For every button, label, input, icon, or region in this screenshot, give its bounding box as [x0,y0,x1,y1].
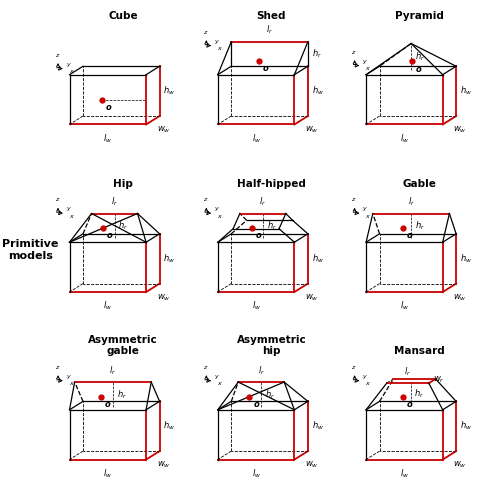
Text: $h_r$: $h_r$ [312,48,322,60]
Text: z: z [203,198,206,202]
Title: Hip: Hip [113,178,133,188]
Text: $h_w$: $h_w$ [312,85,324,98]
Text: x: x [217,46,221,52]
Text: $w_r$: $w_r$ [433,374,444,385]
Text: $l_r$: $l_r$ [404,366,411,378]
Text: z: z [203,30,206,35]
Text: o: o [107,232,113,240]
Text: $w_w$: $w_w$ [157,460,170,470]
Text: $w_w$: $w_w$ [157,292,170,303]
Text: $h_r$: $h_r$ [119,220,128,232]
Text: $h_r$: $h_r$ [414,387,424,400]
Text: $h_w$: $h_w$ [460,252,472,265]
Title: Mansard: Mansard [394,346,445,356]
Text: y: y [66,374,70,379]
Title: Pyramid: Pyramid [395,11,444,21]
Text: $l_r$: $l_r$ [266,24,273,36]
Text: $h_w$: $h_w$ [460,420,472,432]
Title: Cube: Cube [109,11,138,21]
Text: y: y [214,206,218,212]
Text: $w_w$: $w_w$ [453,292,467,303]
Text: $h_w$: $h_w$ [312,252,324,265]
Text: $l_w$: $l_w$ [251,300,260,312]
Text: y: y [363,206,367,212]
Text: $h_r$: $h_r$ [117,388,127,400]
Text: $h_w$: $h_w$ [163,252,175,265]
Text: x: x [366,382,369,386]
Text: $l_r$: $l_r$ [111,196,118,208]
Title: Asymmetric
hip: Asymmetric hip [237,334,306,356]
Text: o: o [253,400,259,409]
Text: $l_w$: $l_w$ [400,132,409,144]
Text: o: o [407,232,412,240]
Title: Shed: Shed [256,11,286,21]
Text: y: y [363,59,367,64]
Text: $l_r$: $l_r$ [259,196,266,208]
Text: $h_w$: $h_w$ [163,85,175,98]
Text: $w_w$: $w_w$ [305,292,319,303]
Text: o: o [106,102,111,112]
Text: o: o [407,400,412,409]
Text: $h_r$: $h_r$ [415,220,425,232]
Text: x: x [217,214,221,219]
Text: y: y [214,374,218,379]
Text: x: x [69,214,73,219]
Text: z: z [55,198,58,202]
Text: z: z [352,365,355,370]
Text: y: y [66,62,70,67]
Title: Gable: Gable [403,178,437,188]
Text: z: z [55,53,58,58]
Text: y: y [214,39,218,44]
Text: x: x [217,382,221,386]
Text: $h_r$: $h_r$ [266,220,277,232]
Title: Asymmetric
gable: Asymmetric gable [88,334,158,356]
Text: x: x [69,70,73,74]
Text: z: z [352,198,355,202]
Text: o: o [416,64,421,74]
Text: $l_w$: $l_w$ [251,467,260,479]
Text: Primitive
models: Primitive models [2,239,59,261]
Text: z: z [203,365,206,370]
Text: $l_w$: $l_w$ [103,132,113,144]
Text: $l_r$: $l_r$ [110,364,117,376]
Text: z: z [352,50,355,55]
Text: o: o [105,400,111,409]
Text: $w_w$: $w_w$ [305,125,319,136]
Text: x: x [69,382,73,386]
Text: $h_w$: $h_w$ [163,420,175,432]
Text: y: y [363,374,367,379]
Text: $h_r$: $h_r$ [415,50,425,63]
Text: x: x [366,214,369,219]
Text: $w_w$: $w_w$ [305,460,319,470]
Text: $l_r$: $l_r$ [257,364,265,376]
Text: $w_w$: $w_w$ [157,125,170,136]
Text: $h_w$: $h_w$ [312,420,324,432]
Text: $l_w$: $l_w$ [400,467,409,479]
Text: $w_w$: $w_w$ [453,125,467,136]
Text: $l_r$: $l_r$ [407,196,415,208]
Text: $l_w$: $l_w$ [400,300,409,312]
Text: z: z [55,365,58,370]
Text: o: o [263,64,268,72]
Text: $l_w$: $l_w$ [103,300,113,312]
Text: $l_w$: $l_w$ [251,132,260,144]
Text: $h_w$: $h_w$ [460,85,472,98]
Text: o: o [255,232,261,240]
Text: $l_w$: $l_w$ [103,467,113,479]
Text: $w_w$: $w_w$ [453,460,467,470]
Text: $h_r$: $h_r$ [265,388,275,400]
Title: Half-hipped: Half-hipped [237,178,306,188]
Text: y: y [66,206,70,212]
Text: x: x [366,66,369,71]
